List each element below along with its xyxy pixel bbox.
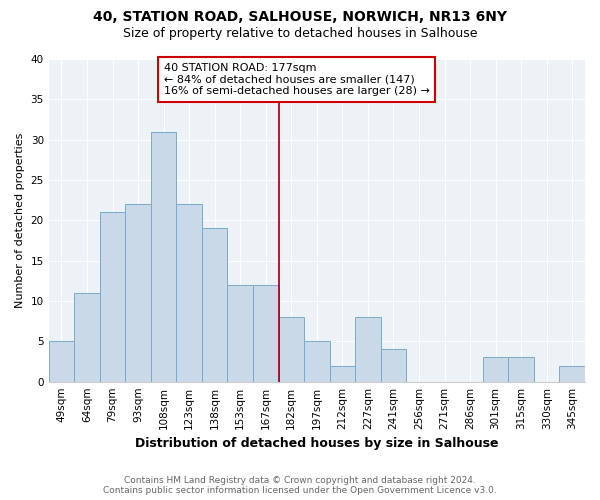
Bar [508,358,534,382]
Text: 40, STATION ROAD, SALHOUSE, NORWICH, NR13 6NY: 40, STATION ROAD, SALHOUSE, NORWICH, NR1… [93,10,507,24]
Bar [227,285,253,382]
Text: Contains HM Land Registry data © Crown copyright and database right 2024.
Contai: Contains HM Land Registry data © Crown c… [103,476,497,495]
Bar [355,317,380,382]
Bar [253,285,278,382]
Text: Size of property relative to detached houses in Salhouse: Size of property relative to detached ho… [123,28,477,40]
Bar [202,228,227,382]
Bar [100,212,125,382]
Bar [176,204,202,382]
Y-axis label: Number of detached properties: Number of detached properties [15,132,25,308]
Bar [559,366,585,382]
Text: 40 STATION ROAD: 177sqm
← 84% of detached houses are smaller (147)
16% of semi-d: 40 STATION ROAD: 177sqm ← 84% of detache… [164,63,430,96]
Bar [151,132,176,382]
Bar [74,293,100,382]
Bar [49,342,74,382]
Bar [304,342,329,382]
X-axis label: Distribution of detached houses by size in Salhouse: Distribution of detached houses by size … [135,437,499,450]
Bar [329,366,355,382]
Bar [278,317,304,382]
Bar [380,350,406,382]
Bar [483,358,508,382]
Bar [125,204,151,382]
